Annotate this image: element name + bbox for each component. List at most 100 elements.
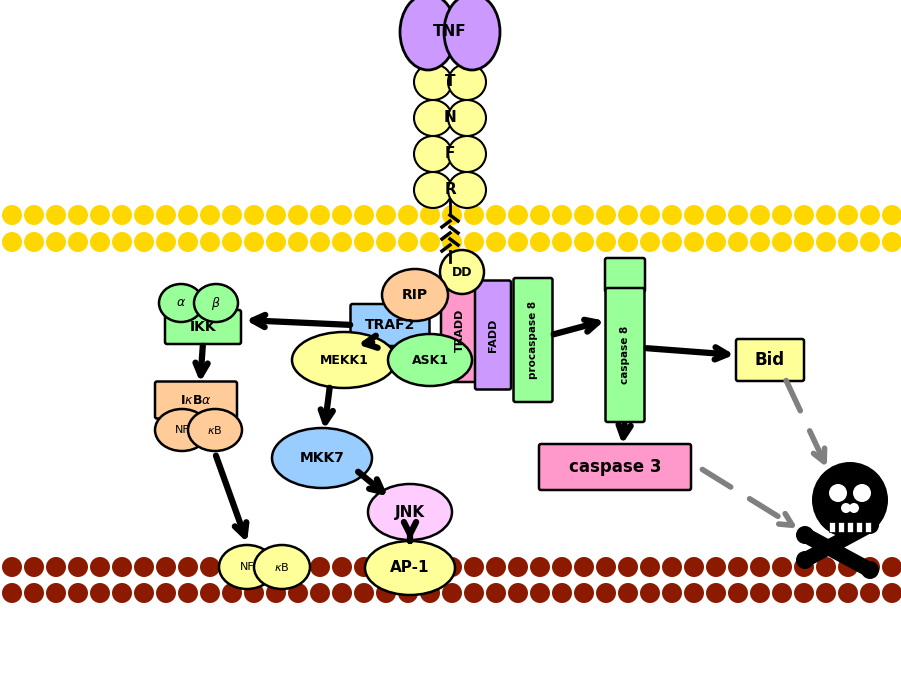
Bar: [847, 522, 853, 532]
Ellipse shape: [159, 284, 203, 322]
Circle shape: [882, 205, 901, 225]
Ellipse shape: [292, 332, 396, 388]
Bar: [829, 522, 835, 532]
Circle shape: [222, 583, 242, 603]
Circle shape: [684, 557, 704, 577]
Text: F: F: [445, 147, 455, 162]
Circle shape: [706, 232, 726, 252]
Circle shape: [2, 232, 22, 252]
Circle shape: [222, 232, 242, 252]
Circle shape: [838, 557, 858, 577]
Circle shape: [618, 205, 638, 225]
Circle shape: [508, 232, 528, 252]
Circle shape: [420, 232, 440, 252]
Text: FADD: FADD: [488, 318, 498, 352]
Circle shape: [332, 583, 352, 603]
Ellipse shape: [400, 0, 456, 70]
Ellipse shape: [365, 541, 455, 595]
Text: ASK1: ASK1: [412, 354, 449, 366]
Ellipse shape: [414, 136, 452, 172]
Ellipse shape: [388, 334, 472, 386]
Circle shape: [244, 583, 264, 603]
Ellipse shape: [254, 545, 310, 589]
Circle shape: [838, 583, 858, 603]
FancyBboxPatch shape: [350, 304, 430, 346]
Circle shape: [849, 503, 859, 513]
Ellipse shape: [382, 269, 448, 321]
Text: IKK: IKK: [190, 320, 216, 334]
Circle shape: [90, 583, 110, 603]
Circle shape: [464, 205, 484, 225]
Circle shape: [812, 462, 888, 538]
Circle shape: [860, 583, 880, 603]
Circle shape: [2, 205, 22, 225]
Circle shape: [310, 583, 330, 603]
Circle shape: [838, 232, 858, 252]
Circle shape: [24, 232, 44, 252]
Circle shape: [684, 232, 704, 252]
Circle shape: [596, 205, 616, 225]
Circle shape: [398, 557, 418, 577]
Circle shape: [442, 205, 462, 225]
Circle shape: [222, 205, 242, 225]
Text: $\kappa$B: $\kappa$B: [274, 561, 290, 573]
FancyBboxPatch shape: [165, 310, 241, 344]
Circle shape: [288, 205, 308, 225]
Circle shape: [750, 205, 770, 225]
Circle shape: [486, 232, 506, 252]
Circle shape: [90, 232, 110, 252]
Circle shape: [332, 232, 352, 252]
Circle shape: [574, 205, 594, 225]
Bar: [838, 522, 844, 532]
Circle shape: [46, 557, 66, 577]
Circle shape: [841, 503, 851, 513]
Circle shape: [618, 232, 638, 252]
Circle shape: [156, 557, 176, 577]
Circle shape: [420, 205, 440, 225]
Circle shape: [288, 232, 308, 252]
Circle shape: [464, 557, 484, 577]
Circle shape: [662, 232, 682, 252]
Circle shape: [486, 557, 506, 577]
Circle shape: [112, 232, 132, 252]
FancyBboxPatch shape: [605, 258, 645, 292]
Ellipse shape: [155, 409, 209, 451]
FancyBboxPatch shape: [736, 339, 804, 381]
Circle shape: [354, 557, 374, 577]
Circle shape: [200, 583, 220, 603]
Circle shape: [772, 557, 792, 577]
Circle shape: [376, 583, 396, 603]
Circle shape: [508, 205, 528, 225]
Text: R: R: [444, 183, 456, 197]
Circle shape: [860, 205, 880, 225]
Circle shape: [640, 557, 660, 577]
Text: RIP: RIP: [402, 288, 428, 302]
Circle shape: [266, 583, 286, 603]
Text: I$\kappa$B$\alpha$: I$\kappa$B$\alpha$: [180, 393, 212, 406]
Text: $\kappa$B: $\kappa$B: [207, 424, 223, 436]
Circle shape: [112, 205, 132, 225]
Text: NF: NF: [175, 425, 189, 435]
Circle shape: [134, 583, 154, 603]
Ellipse shape: [368, 484, 452, 540]
Circle shape: [640, 205, 660, 225]
Circle shape: [376, 232, 396, 252]
Bar: [856, 522, 862, 532]
Circle shape: [442, 232, 462, 252]
Ellipse shape: [448, 64, 486, 100]
Circle shape: [796, 526, 814, 544]
Circle shape: [90, 557, 110, 577]
Circle shape: [816, 205, 836, 225]
Circle shape: [68, 583, 88, 603]
Circle shape: [178, 232, 198, 252]
Text: MEKK1: MEKK1: [320, 354, 369, 366]
Circle shape: [156, 205, 176, 225]
Circle shape: [354, 232, 374, 252]
FancyBboxPatch shape: [514, 278, 552, 402]
Circle shape: [861, 561, 879, 579]
Circle shape: [882, 583, 901, 603]
Circle shape: [2, 557, 22, 577]
Circle shape: [816, 583, 836, 603]
Ellipse shape: [414, 100, 452, 136]
Text: caspase 3: caspase 3: [569, 458, 661, 476]
